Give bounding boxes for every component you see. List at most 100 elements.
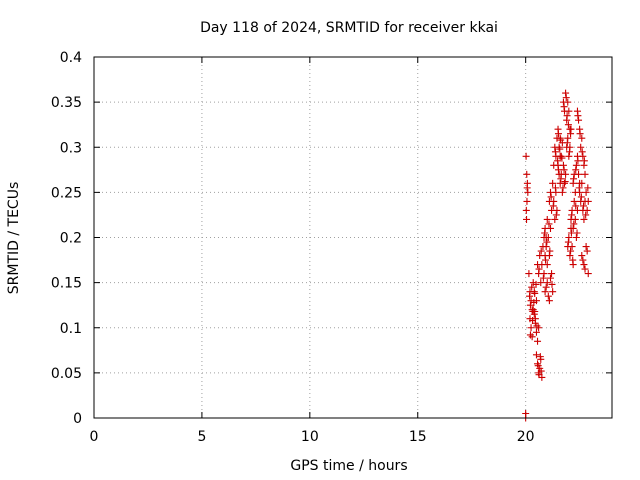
data-point (542, 283, 550, 291)
data-point (546, 247, 554, 255)
data-point (522, 409, 530, 417)
grid-lines (94, 57, 612, 418)
data-point (567, 247, 575, 255)
chart-title: Day 118 of 2024, SRMTID for receiver kka… (200, 20, 498, 36)
data-point (583, 247, 591, 255)
data-point (575, 170, 583, 178)
data-point (572, 202, 580, 210)
data-point (564, 121, 572, 129)
data-point (582, 211, 590, 219)
data-point (561, 179, 569, 187)
x-tick-label: 20 (517, 429, 535, 445)
data-point (574, 112, 582, 120)
y-tick-label: 0.15 (51, 276, 82, 292)
data-point (562, 170, 570, 178)
data-point (532, 280, 540, 288)
data-point (562, 89, 570, 97)
data-point (581, 170, 589, 178)
data-point (569, 256, 577, 264)
data-point (565, 152, 573, 160)
data-point (524, 188, 532, 196)
data-point (580, 157, 588, 165)
data-point (543, 238, 551, 246)
data-point (574, 157, 582, 165)
data-point (564, 238, 572, 246)
data-point (569, 224, 577, 232)
x-tick-label: 10 (301, 429, 319, 445)
data-point (572, 234, 580, 241)
data-point (523, 197, 531, 205)
data-point (544, 234, 552, 241)
y-tick-label: 0 (73, 411, 82, 427)
data-point (563, 139, 571, 147)
x-tick-label: 5 (197, 429, 206, 445)
data-point (557, 136, 565, 144)
data-point (548, 280, 556, 288)
data-point (534, 337, 542, 345)
data-point (548, 270, 556, 278)
data-point (579, 152, 587, 160)
data-point (543, 215, 551, 223)
data-point (584, 270, 592, 278)
data-point (584, 197, 592, 205)
data-point (583, 206, 591, 214)
data-point (551, 184, 559, 192)
data-point (557, 152, 565, 160)
data-point (543, 279, 551, 287)
data-point (539, 274, 547, 282)
data-point (523, 170, 531, 178)
data-point (570, 175, 578, 183)
y-tick-label: 0.25 (51, 185, 82, 201)
data-point (566, 252, 574, 260)
y-tick-label: 0.2 (60, 231, 82, 247)
y-tick-label: 0.1 (60, 321, 82, 337)
data-point (584, 184, 592, 192)
data-point (541, 288, 549, 296)
data-point (573, 229, 581, 237)
data-point (580, 202, 588, 210)
data-point (578, 252, 586, 260)
data-point (576, 130, 584, 138)
y-tick-label: 0.35 (51, 95, 82, 111)
data-point (542, 256, 550, 264)
data-point (528, 283, 536, 291)
data-point (525, 270, 533, 278)
data-point (532, 351, 540, 359)
data-point (537, 279, 545, 287)
data-point (558, 188, 566, 196)
data-point (543, 261, 551, 269)
data-point (522, 152, 530, 160)
data-point (572, 161, 580, 169)
data-point (523, 215, 531, 223)
data-point (582, 243, 590, 251)
data-point (576, 188, 584, 196)
data-point (551, 148, 559, 156)
data-point (554, 157, 562, 165)
x-tick-label: 15 (409, 429, 427, 445)
y-axis-title: SRMTID / TECUs (6, 182, 22, 295)
data-point (537, 247, 545, 255)
data-point (577, 193, 585, 201)
data-point (570, 220, 578, 228)
data-point (571, 215, 579, 223)
data-point (551, 215, 559, 223)
data-point (578, 148, 586, 156)
data-point (565, 107, 573, 115)
data-point (522, 206, 530, 214)
y-tick-label: 0.3 (60, 140, 82, 156)
data-point (544, 292, 552, 300)
data-point (559, 184, 567, 192)
data-point (572, 166, 580, 174)
data-point (549, 179, 557, 187)
data-point (581, 265, 589, 273)
x-axis-title: GPS time / hours (290, 458, 407, 474)
data-point (526, 331, 534, 339)
data-point (557, 175, 565, 183)
data-points (522, 89, 592, 422)
data-point (546, 274, 554, 282)
data-point (523, 184, 531, 192)
data-point (563, 112, 571, 120)
y-tick-label: 0.05 (51, 366, 82, 382)
data-point (531, 308, 539, 316)
